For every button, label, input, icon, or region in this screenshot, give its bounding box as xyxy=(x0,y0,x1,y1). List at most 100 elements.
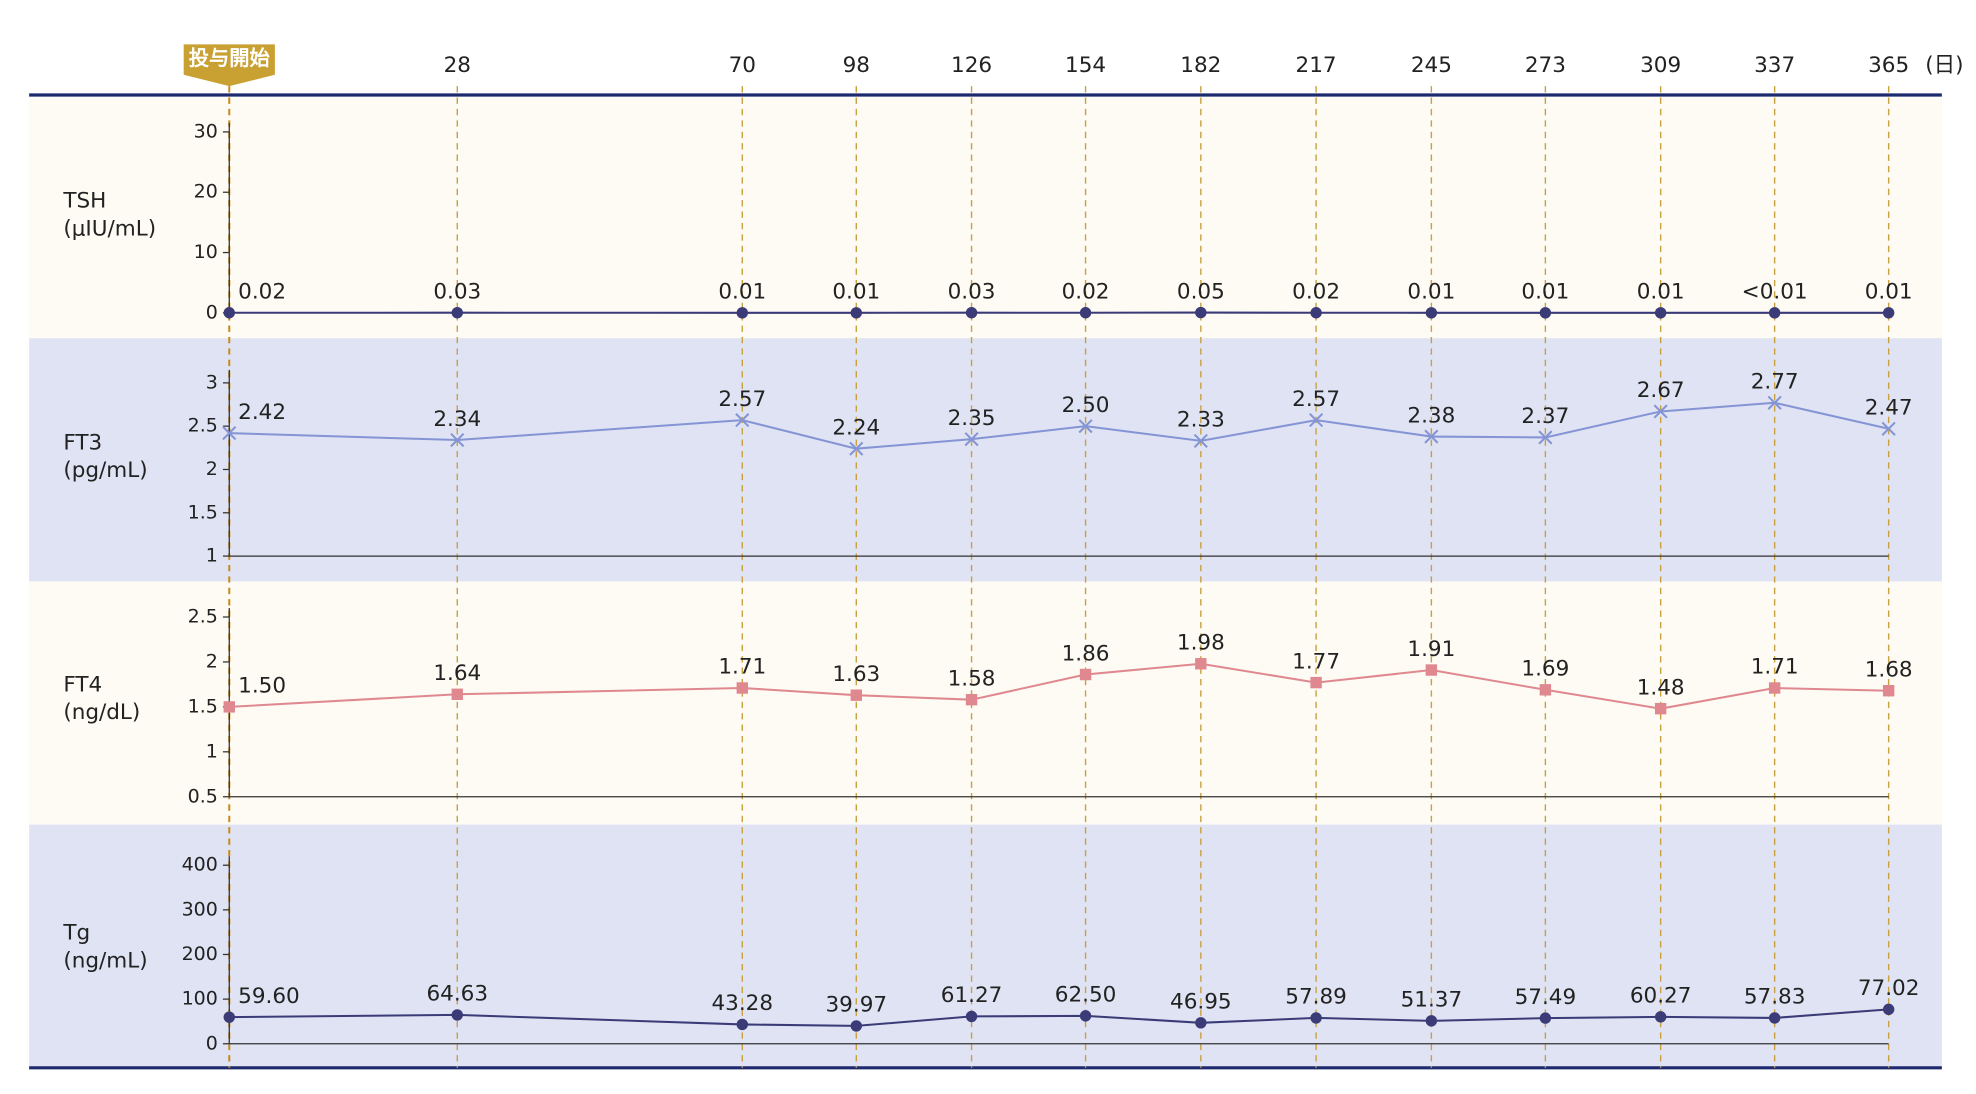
value-label: 2.34 xyxy=(433,407,481,432)
point xyxy=(1079,307,1092,319)
value-label: 57.83 xyxy=(1744,985,1806,1010)
point xyxy=(222,426,237,441)
point xyxy=(1310,676,1322,689)
point xyxy=(1079,668,1092,681)
point xyxy=(850,1020,862,1032)
value-label: 0.03 xyxy=(433,279,481,304)
panel-label: TSH xyxy=(62,188,106,213)
point xyxy=(1538,430,1553,445)
point xyxy=(223,307,235,319)
point xyxy=(1425,307,1438,319)
value-label: 57.49 xyxy=(1515,985,1577,1010)
panel-backgrounds xyxy=(29,97,1942,1068)
value-label: 0.01 xyxy=(1521,280,1569,305)
x-tick-label: 70 xyxy=(729,53,756,78)
value-label: 1.71 xyxy=(718,655,766,680)
value-label: 51.37 xyxy=(1401,988,1463,1013)
value-label: 62.50 xyxy=(1055,983,1117,1008)
value-label: 0.05 xyxy=(1177,279,1225,304)
value-label: 43.28 xyxy=(711,991,773,1016)
point xyxy=(450,432,465,448)
panel-background xyxy=(29,97,1942,339)
y-tick-label: 30 xyxy=(194,120,218,142)
panel-label: Tg xyxy=(62,921,90,946)
point xyxy=(223,701,235,713)
panel-label: FT3 xyxy=(63,430,102,455)
value-label: 64.63 xyxy=(426,982,488,1007)
value-label: 46.95 xyxy=(1170,990,1232,1015)
panel-unit: (pg/mL) xyxy=(63,458,147,483)
point xyxy=(1539,307,1552,319)
y-tick-label: 20 xyxy=(194,181,218,203)
value-label: 0.02 xyxy=(1062,279,1110,304)
value-label: 2.35 xyxy=(948,406,996,431)
point xyxy=(1654,307,1667,319)
point xyxy=(1193,433,1208,448)
value-label: 39.97 xyxy=(825,993,887,1018)
panel-background xyxy=(29,824,1942,1068)
point xyxy=(849,441,864,456)
point xyxy=(1079,1010,1092,1022)
point xyxy=(1424,429,1439,444)
value-label: 2.57 xyxy=(1292,387,1340,412)
value-label: 1.68 xyxy=(1865,657,1913,682)
y-tick-label: 0 xyxy=(206,301,218,323)
point xyxy=(1425,1015,1438,1027)
value-label: 1.98 xyxy=(1177,630,1225,655)
point xyxy=(223,1011,235,1023)
y-tick-label: 100 xyxy=(182,988,218,1010)
point xyxy=(1309,413,1324,428)
point xyxy=(1425,664,1438,676)
point xyxy=(735,413,750,428)
x-tick-label: 98 xyxy=(843,53,870,78)
x-tick-label: 126 xyxy=(951,53,992,78)
y-tick-label: 1 xyxy=(206,740,218,762)
y-tick-label: 200 xyxy=(182,943,218,965)
x-tick-label: 245 xyxy=(1411,53,1452,78)
value-label: 1.71 xyxy=(1751,655,1799,680)
panel-unit: (μIU/mL) xyxy=(63,216,156,241)
value-label: 0.01 xyxy=(718,280,766,305)
point xyxy=(1654,702,1667,715)
x-unit: (日) xyxy=(1925,53,1963,78)
y-tick-label: 0 xyxy=(206,1032,218,1054)
point xyxy=(1767,395,1782,410)
point xyxy=(1882,307,1895,319)
point xyxy=(736,1018,748,1031)
y-tick-label: 2.5 xyxy=(188,415,218,437)
value-label: 2.77 xyxy=(1751,370,1799,395)
x-tick-label: 309 xyxy=(1640,53,1681,78)
value-label: 0.01 xyxy=(1637,280,1685,305)
value-label: 2.42 xyxy=(238,400,286,425)
value-label: 1.50 xyxy=(238,674,286,699)
point xyxy=(1653,404,1668,419)
value-label: 0.02 xyxy=(1292,279,1340,304)
value-label: 2.24 xyxy=(832,415,880,440)
value-label: 2.50 xyxy=(1062,393,1110,418)
value-label: 60.27 xyxy=(1630,984,1692,1009)
x-tick-label: 365 xyxy=(1868,53,1909,78)
y-tick-label: 0.5 xyxy=(188,785,218,807)
value-label: 57.89 xyxy=(1285,985,1347,1010)
x-tick-label: 28 xyxy=(444,53,471,78)
point xyxy=(1654,1011,1667,1023)
value-label: 1.91 xyxy=(1407,637,1455,662)
point xyxy=(1768,682,1781,694)
value-label: 2.33 xyxy=(1177,408,1225,433)
point xyxy=(736,682,748,694)
chart-body: (日) 投与開始 28 70 98 126 154 182 217 245 273 309 337 36… xyxy=(29,44,1964,1070)
y-tick-label: 400 xyxy=(182,854,218,876)
value-label: 1.58 xyxy=(948,666,996,691)
y-tick-label: 1 xyxy=(206,545,218,567)
y-tick-label: 300 xyxy=(182,898,218,920)
point xyxy=(1310,1012,1322,1024)
value-label: 0.02 xyxy=(238,279,286,304)
point xyxy=(1195,306,1207,319)
value-label: <0.01 xyxy=(1742,280,1808,305)
point xyxy=(850,689,862,701)
point xyxy=(850,307,862,319)
y-tick-label: 2 xyxy=(206,650,218,672)
value-label: 1.63 xyxy=(832,662,880,687)
point xyxy=(451,1009,463,1021)
